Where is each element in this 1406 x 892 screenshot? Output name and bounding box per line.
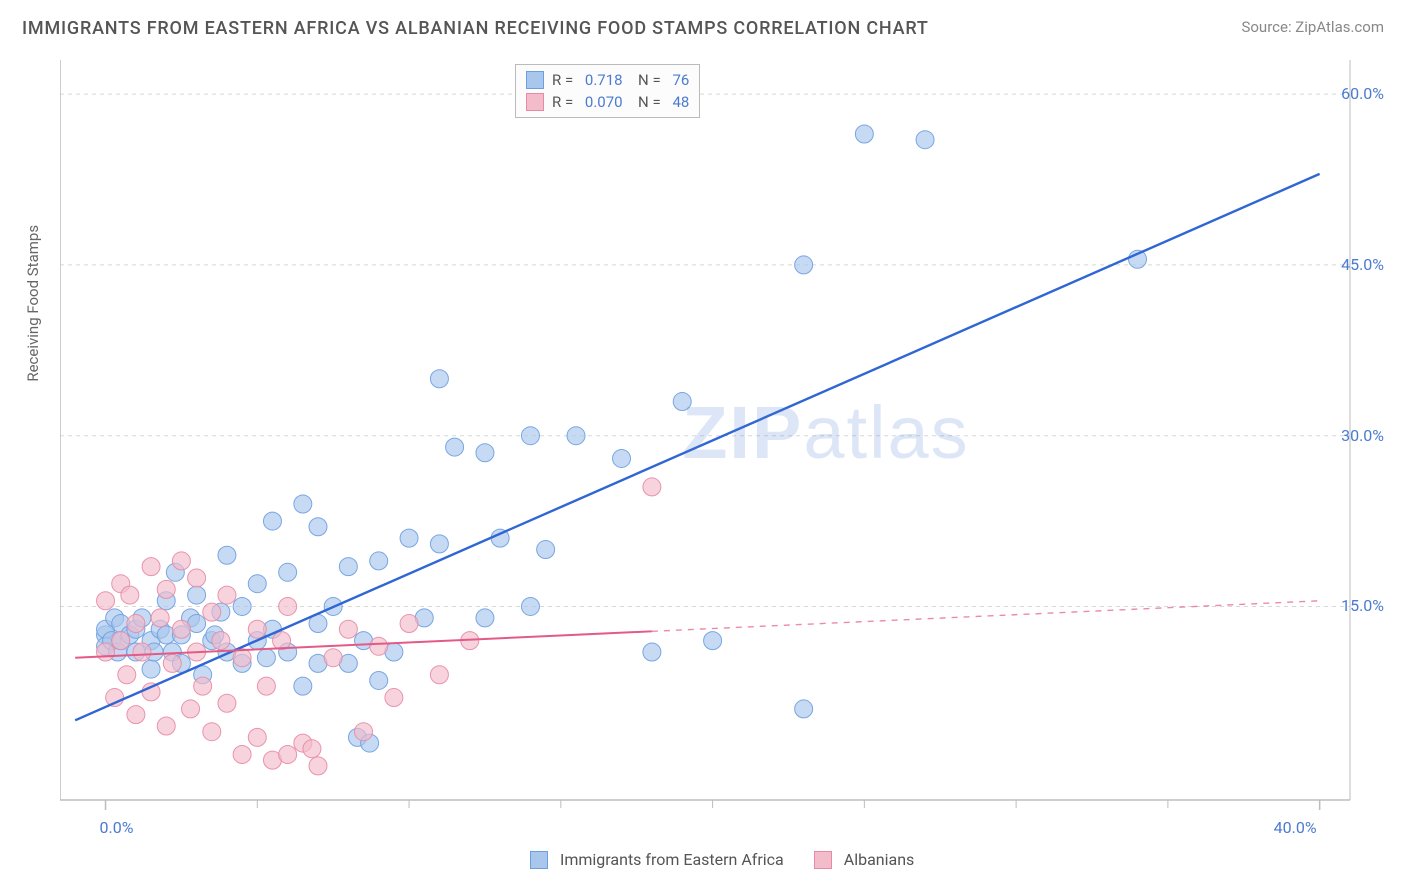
legend-swatch xyxy=(814,851,832,869)
y-tick-label: 45.0% xyxy=(1341,255,1384,274)
y-tick-label: 30.0% xyxy=(1341,426,1384,445)
legend-stat-row: R = 0.070 N = 48 xyxy=(526,91,689,113)
legend-swatch xyxy=(526,93,544,111)
chart-title: IMMIGRANTS FROM EASTERN AFRICA VS ALBANI… xyxy=(22,18,929,39)
legend-r-label: R = xyxy=(552,91,577,113)
legend-n-value: 76 xyxy=(672,69,689,91)
y-tick-label: 15.0% xyxy=(1341,596,1384,615)
y-tick-label: 60.0% xyxy=(1341,84,1384,103)
legend-correlation-box: R = 0.718 N = 76R = 0.070 N = 48 xyxy=(515,64,700,118)
legend-series-label: Immigrants from Eastern Africa xyxy=(560,850,784,869)
legend-stat-row: R = 0.718 N = 76 xyxy=(526,69,689,91)
legend-r-value: 0.718 xyxy=(585,69,623,91)
legend-n-label: N = xyxy=(631,91,665,113)
legend-r-value: 0.070 xyxy=(585,91,623,113)
y-axis-label: Receiving Food Stamps xyxy=(24,225,42,382)
legend-n-label: N = xyxy=(631,69,665,91)
legend-n-value: 48 xyxy=(672,91,689,113)
legend-swatch xyxy=(526,71,544,89)
source-label: Source: ZipAtlas.com xyxy=(1241,18,1384,36)
legend-swatch xyxy=(530,851,548,869)
chart-container: Receiving Food Stamps ZIPatlas R = 0.718… xyxy=(60,60,1380,860)
x-tick-label: 0.0% xyxy=(100,818,134,837)
legend-series-label: Albanians xyxy=(844,850,915,869)
x-tick-label: 40.0% xyxy=(1274,818,1317,837)
scatter-plot xyxy=(60,60,1380,860)
legend-series: Immigrants from Eastern Africa Albanians xyxy=(530,850,932,869)
legend-r-label: R = xyxy=(552,69,577,91)
